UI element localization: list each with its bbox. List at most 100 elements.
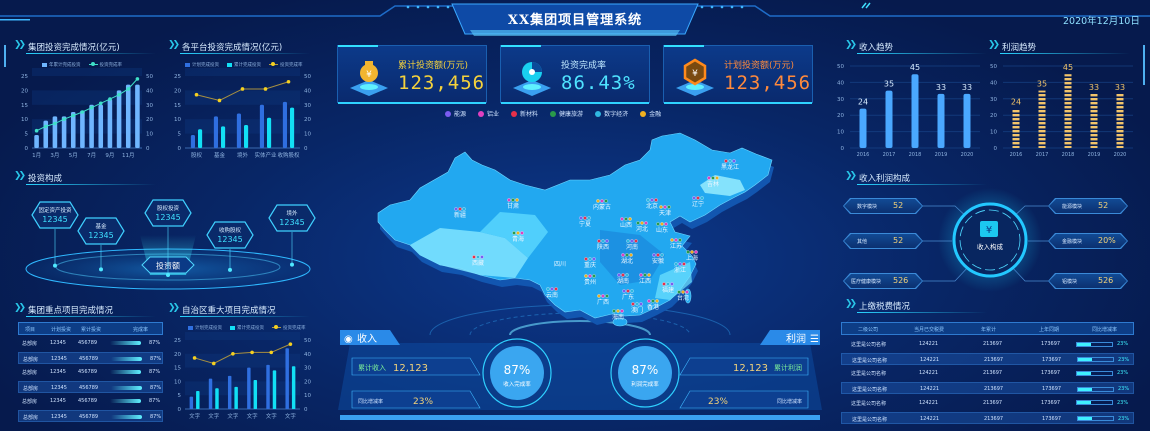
structure-item[interactable]: 医疗健康模块 526 (843, 273, 923, 289)
category-dot-icon (656, 222, 660, 226)
category-dot-icon (711, 176, 715, 180)
province-marker[interactable]: 陕西 (597, 239, 609, 251)
y-tick-label: 20 (837, 113, 844, 119)
table-row[interactable]: 这里是公司名称 124221 213697 173697 23% (841, 411, 1134, 424)
table-row[interactable]: 这里是公司名称 124221 213697 173697 23% (841, 382, 1134, 395)
kpi-card-total-investment: ¥ 累计投资额(万元) 123,456 (337, 45, 487, 104)
structure-item[interactable]: 能源模块 52 (1048, 198, 1128, 214)
province-marker[interactable]: 青海 (512, 231, 524, 243)
legend-label: 健康旅游 (559, 111, 584, 118)
province-marker[interactable]: 广东 (622, 289, 634, 301)
province-marker[interactable]: 山西 (620, 217, 632, 229)
structure-item[interactable]: 数字模块 52 (843, 198, 923, 214)
category-dot-icon (639, 302, 643, 306)
province-marker[interactable]: 吉林 (707, 176, 719, 188)
key-projects-table: 项目 计划投资 累计投资 完成率 总部房 12345 456789 87% 总部房 123… (18, 322, 163, 424)
category-dot-icon (667, 205, 671, 209)
platform-invest-chart: 0 0 5 10 10 20 15 30 20 40 25 50 股权 基金 境外 实体产业 收购股权 (174, 68, 311, 159)
province-marker[interactable]: 湖北 (621, 253, 633, 265)
progress-bar (111, 414, 143, 419)
table-row[interactable]: 总部房 12345 456789 87% (18, 366, 163, 378)
y2-tick-label: 40 (304, 352, 311, 358)
left-scrollbar[interactable] (4, 45, 6, 67)
province-marker[interactable]: 云南 (546, 287, 558, 299)
province-marker[interactable]: 河北 (636, 221, 648, 233)
table-row[interactable]: 总部房 12345 456789 87% (18, 380, 163, 393)
province-marker[interactable]: 香港 (647, 299, 659, 311)
category-dot-icon (630, 239, 634, 243)
province-marker[interactable]: 台湾 (677, 290, 689, 302)
profit-yoy-value: 23% (708, 397, 728, 407)
province-marker[interactable]: 河南 (626, 239, 638, 251)
group-invest-title: ❯❯ 集团投资完成情况(亿元) (14, 40, 156, 54)
province-marker[interactable]: 重庆 (584, 257, 596, 269)
col-header: 计划投资 (51, 327, 72, 333)
cell-plan: 12345 (50, 369, 66, 375)
kpi-card-planned-investment: ¥ 计划投资额(万元) 123,456 (663, 45, 813, 104)
table-row[interactable]: 总部房 12345 456789 87% (18, 351, 163, 364)
structure-item[interactable]: 金融模块 20% (1048, 233, 1128, 249)
category-dot-icon (662, 282, 666, 286)
province-marker[interactable]: 山东 (656, 222, 668, 234)
table-row[interactable]: 这里是公司名称 124221 213697 173697 23% (841, 338, 1134, 350)
province-marker[interactable]: 北京 (646, 198, 658, 210)
line-point (240, 87, 245, 91)
province-marker[interactable]: 贵州 (584, 274, 596, 286)
y2-tick-label: 20 (304, 117, 311, 123)
category-dot-icon (622, 289, 626, 293)
province-marker[interactable]: 浙江 (674, 262, 686, 274)
category-dot-icon (478, 110, 485, 117)
table-row[interactable]: 这里是公司名称 124221 213697 173697 23% (841, 397, 1134, 409)
progress-bar (110, 399, 142, 403)
x-tick-label: 2019 (935, 152, 948, 158)
table-row[interactable]: 这里是公司名称 124221 213697 173697 23% (841, 367, 1134, 379)
category-dot-icon (660, 253, 664, 257)
province-marker[interactable]: 四川 (554, 261, 566, 268)
stage-base (340, 415, 820, 420)
table-row[interactable]: 这里是公司名称 124221 213697 173697 23% (841, 352, 1134, 365)
province-marker[interactable]: 安徽 (652, 253, 664, 265)
province-marker[interactable]: 上海 (686, 250, 698, 262)
bar (247, 367, 251, 409)
province-marker[interactable]: 澳门 (631, 302, 643, 314)
province-marker[interactable]: 内蒙古 (593, 199, 611, 211)
province-marker[interactable]: 新疆 (454, 207, 466, 219)
province-marker[interactable]: 江西 (639, 273, 651, 285)
province-marker[interactable]: 福建 (662, 282, 674, 294)
legend-item[interactable]: 数字经济 (595, 109, 628, 118)
y2-tick-label: 50 (146, 74, 153, 80)
province-marker[interactable]: 江苏 (670, 238, 682, 250)
structure-item[interactable]: 铝模块 526 (1048, 273, 1128, 289)
province-marker[interactable]: 黑龙江 (721, 159, 739, 171)
bar (1064, 74, 1072, 148)
progress-track (1076, 370, 1113, 376)
table-row[interactable]: 总部房 12345 456789 87% (18, 395, 163, 407)
province-marker[interactable]: 海南 (612, 309, 624, 321)
col-header: 年累计 (981, 327, 997, 333)
province-marker[interactable]: 湖南 (617, 273, 629, 285)
table-row[interactable]: 总部房 12345 456789 87% (18, 409, 163, 422)
legend-item[interactable]: 能源 (445, 109, 466, 118)
bar (859, 108, 867, 148)
legend-item[interactable]: 金融 (640, 109, 661, 118)
table-row[interactable]: 总部房 12345 456789 87% (18, 337, 163, 349)
province-marker[interactable]: 辽宁 (692, 196, 704, 208)
structure-item[interactable]: 其他 52 (843, 233, 923, 249)
province-marker[interactable]: 甘肃 (507, 198, 519, 210)
cell-last: 173697 (1041, 370, 1061, 377)
province-marker[interactable]: 西藏 (472, 255, 484, 267)
province-marker[interactable]: 广西 (597, 294, 609, 306)
legend-item[interactable]: 新材料 (511, 109, 538, 118)
x-tick-label: 文字 (247, 412, 259, 420)
cell-total: 456789 (79, 355, 99, 362)
bar (285, 348, 289, 409)
right-scrollbar[interactable] (1143, 45, 1145, 85)
legend-item[interactable]: 健康旅游 (550, 109, 583, 118)
province-marker[interactable]: 宁夏 (579, 216, 591, 228)
legend-item[interactable]: 铝业 (478, 109, 499, 118)
province-marker[interactable]: 天津 (659, 205, 671, 217)
category-dot-icon (620, 217, 624, 221)
key-projects-title: ❯❯ 集团重点项目完成情况 (14, 303, 156, 317)
line-point (211, 361, 216, 366)
